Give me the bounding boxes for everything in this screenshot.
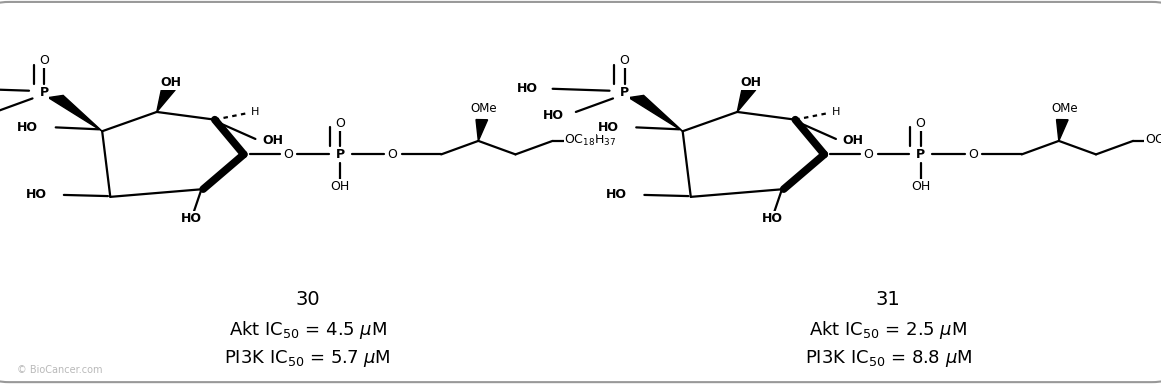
Text: OH: OH [741,76,762,90]
Text: HO: HO [181,212,202,225]
Text: OH: OH [160,76,181,90]
Polygon shape [49,95,102,131]
Text: PI3K IC$_{50}$ = 5.7 $\mu$M: PI3K IC$_{50}$ = 5.7 $\mu$M [224,348,391,369]
Text: OMe: OMe [1052,102,1077,115]
Text: O: O [336,117,345,130]
Text: O: O [916,117,925,130]
Text: HO: HO [517,82,538,95]
Text: H: H [831,107,841,117]
Text: O: O [388,148,397,161]
Text: P: P [336,148,345,161]
Polygon shape [157,89,175,112]
Text: PI3K IC$_{50}$ = 8.8 $\mu$M: PI3K IC$_{50}$ = 8.8 $\mu$M [805,348,972,369]
Text: OH: OH [331,179,349,193]
Polygon shape [629,95,683,131]
Polygon shape [737,89,756,112]
Text: P: P [620,86,629,99]
Text: HO: HO [606,188,627,201]
Text: OH: OH [911,179,930,193]
Text: O: O [39,54,49,68]
Text: Akt IC$_{50}$ = 2.5 $\mu$M: Akt IC$_{50}$ = 2.5 $\mu$M [809,319,967,341]
Text: OMe: OMe [471,102,497,115]
Text: HO: HO [26,188,46,201]
Text: 30: 30 [295,290,320,309]
Polygon shape [476,120,488,141]
Text: O: O [283,148,293,161]
Text: OC$_{18}$H$_{37}$: OC$_{18}$H$_{37}$ [564,133,616,149]
Text: P: P [916,148,925,161]
Text: O: O [620,54,629,68]
Text: HO: HO [762,212,783,225]
Text: P: P [39,86,49,99]
Text: O: O [968,148,978,161]
Text: 31: 31 [875,290,901,309]
Text: OH: OH [262,134,283,147]
Polygon shape [1057,120,1068,141]
Text: Akt IC$_{50}$ = 4.5 $\mu$M: Akt IC$_{50}$ = 4.5 $\mu$M [229,319,387,341]
Text: O: O [864,148,873,161]
Text: HO: HO [543,109,564,122]
Text: HO: HO [598,121,619,134]
Text: HO: HO [17,121,38,134]
Text: OH: OH [843,134,864,147]
Text: OC$_{18}$H$_{37}$: OC$_{18}$H$_{37}$ [1145,133,1161,149]
Text: H: H [251,107,260,117]
Text: © BioCancer.com: © BioCancer.com [17,365,103,375]
